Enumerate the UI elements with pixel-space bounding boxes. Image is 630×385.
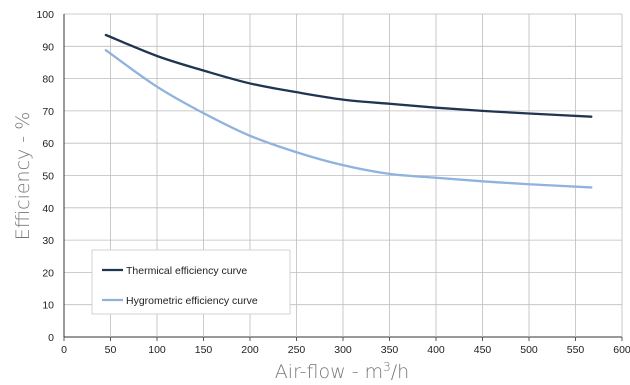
series-layer [104, 33, 593, 189]
y-tick-label: 30 [42, 235, 54, 247]
thermical-efficiency-line [104, 33, 593, 118]
y-tick-label: 80 [42, 74, 54, 86]
x-tick-label: 500 [520, 344, 538, 356]
x-tick-label: 250 [288, 344, 306, 356]
x-tick-label: 150 [195, 344, 213, 356]
x-tick-label: 300 [334, 344, 352, 356]
y-tick-label: 70 [42, 106, 54, 118]
y-tick-label: 40 [42, 203, 54, 215]
legend-box [91, 249, 291, 315]
legend: Thermical efficiency curve Hygrometric e… [91, 249, 291, 315]
x-tick-label: 350 [381, 344, 399, 356]
x-axis-title-sup: 3 [383, 360, 391, 374]
x-axis-title-tail: /h [391, 361, 409, 383]
x-tick-label: 50 [105, 344, 117, 356]
x-tick-label: 200 [241, 344, 259, 356]
x-tick-label: 450 [474, 344, 492, 356]
y-tick-label: 90 [42, 41, 54, 53]
x-tick-label: 400 [427, 344, 445, 356]
x-axis-title: Air-flow - m3/h [275, 360, 409, 383]
y-tick-label: 0 [48, 332, 54, 344]
y-tick-label: 60 [42, 138, 54, 150]
hygrometric-efficiency-line [104, 49, 593, 189]
x-axis-title-main: Air-flow - m [275, 361, 383, 383]
axes: 0 10 20 30 40 50 60 70 80 90 100 0 50 100 150 200 250 300… [36, 9, 630, 356]
x-tick-label: 600 [613, 344, 630, 356]
legend-label-thermical: Thermical efficiency curve [126, 265, 247, 277]
y-tick-label: 20 [42, 267, 54, 279]
x-tick-label: 0 [61, 344, 67, 356]
legend-label-hygrometric: Hygrometric efficiency curve [126, 295, 258, 307]
x-tick-label: 550 [567, 344, 585, 356]
x-tick-label: 100 [148, 344, 166, 356]
y-tick-label: 10 [42, 300, 54, 312]
y-tick-label: 100 [36, 9, 54, 21]
y-tick-label: 50 [42, 171, 54, 183]
y-axis-title: Efficiency - % [12, 112, 34, 241]
